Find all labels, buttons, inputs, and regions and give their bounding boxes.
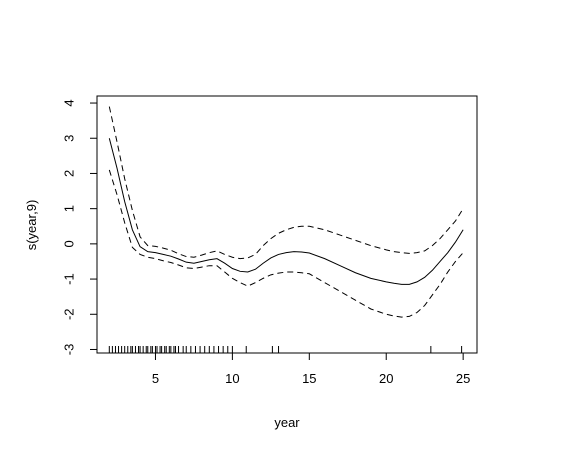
x-tick-label: 25 [456, 371, 470, 386]
x-tick-label: 15 [302, 371, 316, 386]
plot-frame [96, 95, 478, 354]
smooth-fit-line [108, 138, 464, 285]
y-tick-label: 4 [62, 99, 77, 106]
y-tick-label: 3 [62, 135, 77, 142]
x-axis-label: year [274, 415, 300, 430]
y-tick-label: -1 [62, 273, 77, 285]
y-tick-label: 2 [62, 170, 77, 177]
confidence-band-line-2 [108, 169, 464, 318]
rug-marks [108, 346, 463, 353]
x-axis: 5 10 15 20 25 [152, 352, 470, 386]
y-tick-label: -3 [62, 344, 77, 356]
y-axis: -3 -2 -1 0 1 2 3 4 [62, 99, 98, 355]
confidence-band-line-1 [108, 106, 464, 260]
x-tick-label: 20 [379, 371, 393, 386]
x-tick-label: 10 [225, 371, 239, 386]
y-tick-label: 1 [62, 205, 77, 212]
y-tick-label: 0 [62, 240, 77, 247]
y-tick-label: -2 [62, 308, 77, 320]
series-lines [108, 106, 464, 318]
y-axis-label: s(year,9) [24, 200, 39, 251]
x-tick-label: 5 [152, 371, 159, 386]
